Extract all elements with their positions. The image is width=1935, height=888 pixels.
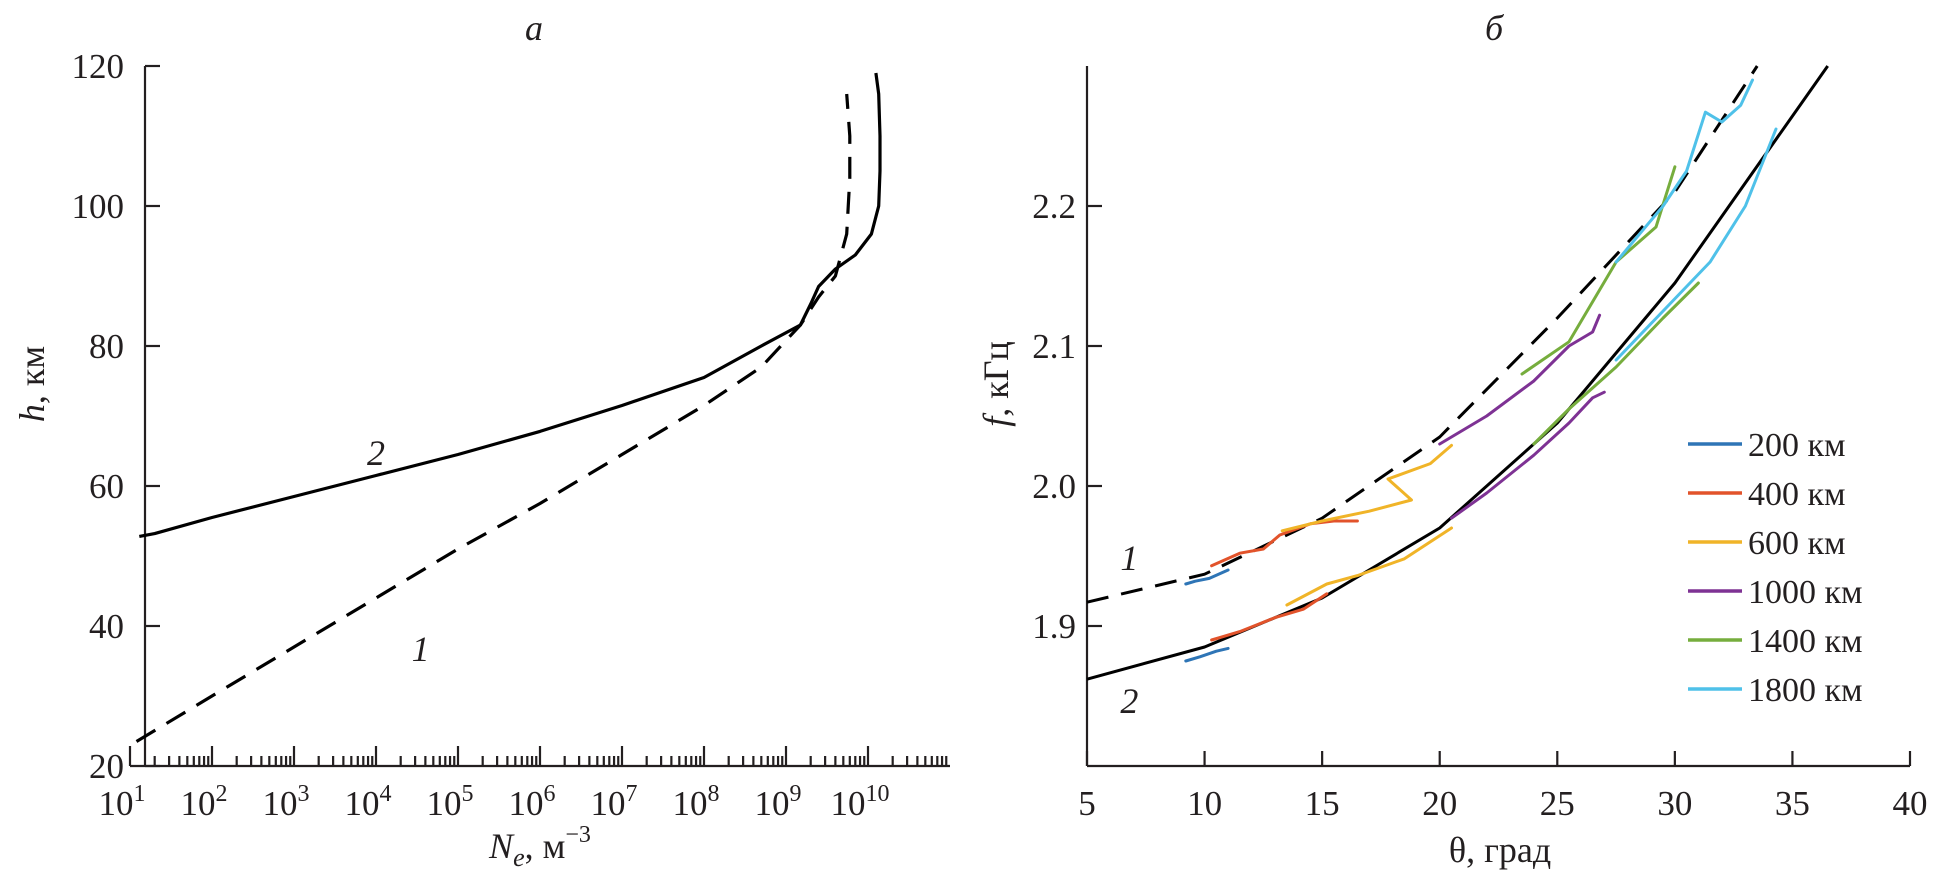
panel-b-x-tick-label: 5 <box>1078 784 1096 823</box>
panel-b-curves <box>1086 65 1829 681</box>
panel-b-y-tick-label: 1.9 <box>1032 607 1076 646</box>
panel-b-x-tick-label: 35 <box>1775 784 1810 823</box>
panel-b-x-tick-label: 40 <box>1893 784 1928 823</box>
panel-b-series-line <box>1210 592 1329 642</box>
panel-b-x-tick-label: 25 <box>1540 784 1575 823</box>
panel-a-x-tick-label: 106 <box>509 781 556 823</box>
panel-b-y-axis-label: f, кГц <box>976 341 1016 427</box>
panel-a-y-tick-label: 40 <box>89 607 124 646</box>
panel-b-series-line <box>1450 390 1606 520</box>
legend-label: 400 км <box>1748 476 1846 513</box>
panel-b-legend: 200 км 400 км 600 км 1000 км 1400 км 1800 км <box>1688 427 1863 709</box>
panel-b-y-tick-label: 2.1 <box>1032 327 1076 366</box>
panel-b-series-line <box>1184 646 1230 663</box>
panel-b-series-line <box>1614 127 1778 362</box>
panel-b-reference-curve-1 <box>1086 65 1759 604</box>
panel-a-y-ticks: 20 40 60 80 100 120 <box>72 47 160 786</box>
legend-label: 200 км <box>1748 427 1846 464</box>
panel-b-y-tick-label: 2.0 <box>1032 467 1076 506</box>
panel-a-curve-labels: 21 <box>367 433 430 669</box>
panel-b-y-ticks: 1.9 2.0 2.1 2.2 <box>1032 187 1102 646</box>
panel-a-y-axis-label: h, км <box>12 346 52 422</box>
panel-a-x-tick-label: 101 <box>99 781 146 823</box>
panel-b-series-line <box>1285 526 1453 607</box>
panel-a-x-tick-label: 104 <box>345 781 392 823</box>
panel-a-curve-label: 1 <box>412 629 430 669</box>
legend-label: 1000 км <box>1748 574 1863 611</box>
panel-a-y-tick-label: 20 <box>89 747 124 786</box>
panel-a-y-tick-label: 80 <box>89 327 124 366</box>
panel-a-x-tick-label: 107 <box>591 781 638 823</box>
panel-b: б 1.92.02.12.2 5 10 15 20 25 30 35 40 12 200 км… <box>976 8 1928 870</box>
legend-label: 1400 км <box>1748 623 1863 660</box>
panel-a-x-tick-label: 102 <box>181 781 228 823</box>
panel-b-series-line <box>1520 165 1677 376</box>
panel-b-curve-labels: 12 <box>1120 538 1138 721</box>
panel-a-x-tick-label: 109 <box>755 781 802 823</box>
panel-a-x-axis-label: Ne, м−3 <box>488 822 591 872</box>
panel-a-curve-label: 2 <box>367 433 385 473</box>
panel-a-curve-1 <box>135 93 852 743</box>
panel-a-label: а <box>525 8 543 48</box>
panel-b-series-line <box>1614 78 1754 264</box>
legend-label: 1800 км <box>1748 672 1863 709</box>
panel-a-x-tick-label: 103 <box>263 781 310 823</box>
panel-a-x-tick-label: 108 <box>673 781 720 823</box>
panel-b-x-tick-label: 15 <box>1305 784 1340 823</box>
panel-b-series-line <box>1438 313 1602 446</box>
panel-a-y-tick-label: 120 <box>72 47 125 86</box>
panel-a-x-ticks: 101 102 103 104 105 106 107 108 109 1010 <box>99 746 948 823</box>
panel-b-y-tick-label: 2.2 <box>1032 187 1076 226</box>
panel-b-curve-label: 2 <box>1120 681 1138 721</box>
panel-b-reference-curve-2 <box>1086 65 1829 681</box>
panel-a-y-tick-label: 100 <box>72 187 125 226</box>
panel-b-curve-label: 1 <box>1120 538 1138 578</box>
panel-b-x-ticks: 5 10 15 20 25 30 35 40 <box>1078 751 1928 823</box>
panel-b-x-tick-label: 30 <box>1657 784 1692 823</box>
panel-b-series-line <box>1280 443 1453 533</box>
panel-b-label: б <box>1485 8 1505 48</box>
panel-b-series-line <box>1184 568 1230 586</box>
panel-b-x-axis-label: θ, град <box>1449 830 1551 870</box>
legend-label: 600 км <box>1748 525 1846 562</box>
panel-a-x-tick-label: 1010 <box>831 781 890 823</box>
panel-a-x-tick-label: 105 <box>427 781 474 823</box>
panel-a-curves <box>135 72 882 743</box>
panel-a-curve-2 <box>139 72 882 538</box>
panel-b-x-tick-label: 10 <box>1187 784 1222 823</box>
panel-a-y-tick-label: 60 <box>89 467 124 506</box>
panel-b-x-tick-label: 20 <box>1422 784 1457 823</box>
panel-b-series-line <box>1210 519 1359 568</box>
panel-b-series-line <box>1532 281 1700 446</box>
